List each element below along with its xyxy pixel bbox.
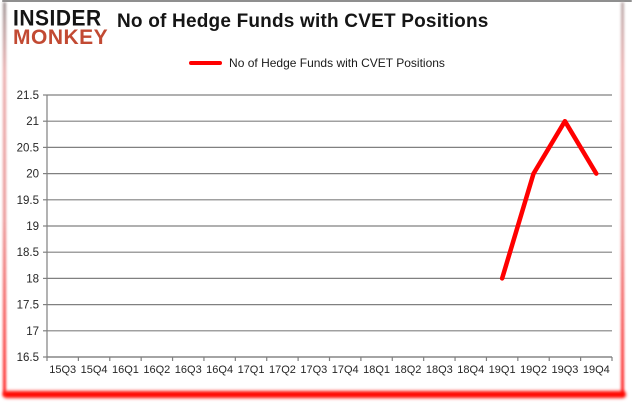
- x-axis-label: 18Q1: [363, 364, 390, 376]
- x-axis-label: 16Q2: [143, 364, 170, 376]
- x-axis-label: 19Q4: [583, 364, 610, 376]
- x-axis-label: 17Q3: [300, 364, 327, 376]
- x-axis-label: 15Q3: [49, 364, 76, 376]
- x-axis-label: 17Q2: [269, 364, 296, 376]
- y-axis-label: 18: [26, 273, 39, 285]
- x-axis-label: 18Q2: [395, 364, 422, 376]
- frame-left-border: [3, 2, 6, 396]
- page-title: No of Hedge Funds with CVET Positions: [117, 11, 489, 32]
- y-axis-label: 18.5: [17, 247, 39, 259]
- y-axis-label: 16.5: [17, 352, 39, 364]
- x-axis-label: 16Q4: [206, 364, 233, 376]
- x-axis-label: 19Q2: [520, 364, 547, 376]
- legend: No of Hedge Funds with CVET Positions: [0, 56, 634, 70]
- y-axis-label: 20: [26, 169, 39, 181]
- x-axis-label: 15Q4: [81, 364, 108, 376]
- x-axis-label: 16Q1: [112, 364, 139, 376]
- x-axis-label: 17Q1: [238, 364, 265, 376]
- x-axis-label: 19Q1: [489, 364, 516, 376]
- legend-label: No of Hedge Funds with CVET Positions: [229, 56, 445, 70]
- x-axis-label: 18Q3: [426, 364, 453, 376]
- y-axis-label: 19.5: [17, 195, 39, 207]
- frame-bottom-border: [3, 391, 626, 398]
- y-axis-label: 21.5: [17, 90, 39, 102]
- frame-right-border: [621, 2, 624, 396]
- frame-top-border: [2, 0, 632, 2]
- x-axis-label: 19Q3: [551, 364, 578, 376]
- x-axis-label: 17Q4: [332, 364, 359, 376]
- insider-monkey-logo: INSIDER MONKEY: [13, 6, 109, 50]
- y-axis-label: 19: [26, 221, 39, 233]
- x-axis-label: 18Q4: [457, 364, 484, 376]
- y-axis-label: 17: [26, 326, 39, 338]
- x-axis-label: 16Q3: [175, 364, 202, 376]
- legend-line-swatch: [189, 60, 223, 66]
- series-line: [499, 118, 599, 281]
- y-axis-label: 17.5: [17, 300, 39, 312]
- logo-line2: MONKEY: [13, 26, 109, 50]
- y-axis-label: 20.5: [17, 142, 39, 154]
- logo-line1: INSIDER: [13, 6, 102, 31]
- y-axis-label: 21: [26, 116, 39, 128]
